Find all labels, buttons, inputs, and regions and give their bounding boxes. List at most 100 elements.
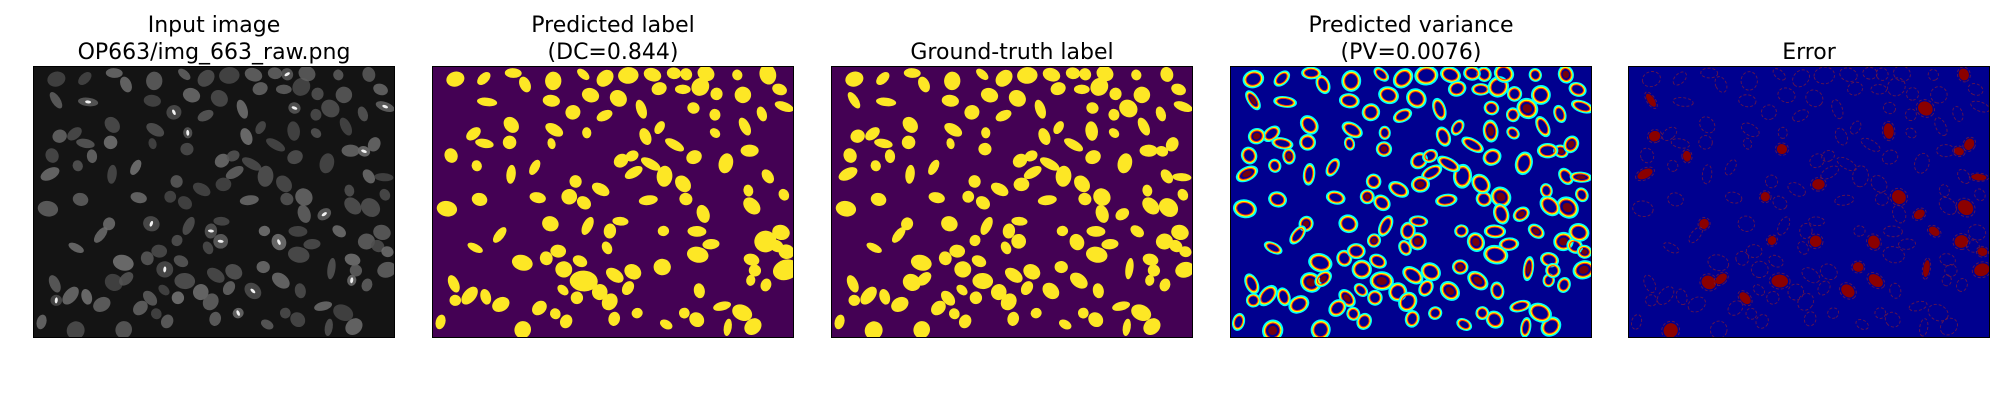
variance-ring <box>1485 151 1499 164</box>
nucleus <box>236 99 248 119</box>
ground-truth-nucleus <box>1020 281 1034 296</box>
nucleus <box>276 175 292 193</box>
variance-ring <box>1344 73 1359 89</box>
variance-ring <box>1437 128 1450 146</box>
variance-ring <box>1423 265 1439 279</box>
ground-truth-nucleus <box>980 87 999 103</box>
predicted-nucleus <box>713 301 732 311</box>
error-outline <box>1792 109 1809 122</box>
variance-ring <box>1429 307 1441 319</box>
ground-truth-nucleus <box>976 68 989 81</box>
ground-truth-nucleus <box>1155 145 1169 157</box>
error-outline <box>1897 238 1916 250</box>
ground-truth-nucleus <box>1039 157 1060 171</box>
error-blob <box>1648 130 1661 142</box>
error-blob <box>1760 191 1770 202</box>
variance-ring <box>1576 188 1588 201</box>
variance-ring <box>1577 189 1587 200</box>
variance-ring <box>1488 313 1502 327</box>
variance-ring <box>1524 259 1533 278</box>
bright-spot <box>149 220 154 227</box>
ground-truth-nucleus <box>901 217 914 231</box>
variance-ring <box>1341 217 1356 231</box>
error-outline <box>1799 223 1813 239</box>
error-outline <box>1836 156 1857 172</box>
variance-ring <box>1530 225 1543 237</box>
nucleus <box>103 217 116 231</box>
variance-ring <box>1301 136 1314 149</box>
variance-ring <box>1310 319 1331 337</box>
variance-ring <box>1468 272 1487 289</box>
nucleus <box>319 153 335 174</box>
variance-ring <box>1419 280 1433 296</box>
error-outline <box>1914 152 1930 174</box>
variance-ring <box>1260 287 1275 304</box>
panel-error: Error <box>1628 0 1990 400</box>
predicted-nucleus <box>603 223 617 239</box>
error-outline <box>1699 116 1716 134</box>
error-outline <box>1738 94 1757 108</box>
ground-truth-nucleus <box>944 71 961 91</box>
variance-ring <box>1517 154 1531 172</box>
bright-spot <box>236 310 240 316</box>
error-outline <box>1737 215 1756 232</box>
nucleus <box>373 224 391 241</box>
variance-ring <box>1315 271 1331 286</box>
variance-ring <box>1348 244 1365 258</box>
variance-ring <box>1341 69 1362 92</box>
ground-truth-nucleus <box>1122 318 1131 337</box>
variance-ring <box>1304 164 1315 184</box>
variance-ring <box>1236 202 1254 216</box>
error-outline <box>1870 84 1888 95</box>
variance-ring <box>1536 117 1550 136</box>
variance-ring <box>1369 271 1394 291</box>
variance-ring <box>1468 233 1484 251</box>
error-outline <box>1908 300 1928 312</box>
nucleus <box>202 293 219 311</box>
variance-ring <box>1452 120 1464 135</box>
variance-blob <box>1517 211 1525 218</box>
ground-truth-nucleus <box>834 314 845 330</box>
variance-ring <box>1438 195 1455 205</box>
variance-blob <box>1416 180 1425 188</box>
error-outline <box>1936 144 1956 158</box>
variance-ring <box>1388 180 1410 198</box>
variance-ring <box>1514 207 1529 221</box>
variance-ring <box>1275 97 1296 107</box>
error-outline <box>1834 127 1848 146</box>
nucleus <box>292 77 311 96</box>
variance-blob <box>1557 148 1565 154</box>
predicted-nucleus <box>591 284 608 301</box>
error-outline <box>1760 104 1777 121</box>
ground-truth-nucleus <box>972 272 994 290</box>
title-line: Input image <box>147 13 281 38</box>
error-outline <box>1745 307 1758 320</box>
nucleus <box>68 242 84 254</box>
error-outline <box>1834 194 1855 206</box>
predicted-nucleus <box>477 71 491 86</box>
variance-ring <box>1395 110 1410 121</box>
error-outline <box>1714 76 1728 93</box>
variance-ring <box>1572 260 1591 280</box>
nucleus <box>257 165 274 187</box>
predicted-nucleus <box>723 318 732 337</box>
ground-truth-nucleus <box>1056 225 1069 237</box>
variance-ring <box>1493 67 1515 83</box>
variance-ring <box>1377 215 1394 237</box>
variance-ring <box>1493 189 1509 205</box>
ground-truth-nucleus <box>941 216 958 232</box>
predicted-nucleus <box>576 196 591 210</box>
variance-ring <box>1356 312 1372 330</box>
title-line: Ground-truth label <box>910 40 1114 65</box>
bright-spot <box>186 129 190 136</box>
variance-ring <box>1340 94 1358 107</box>
predicted-nucleus <box>557 284 569 296</box>
variance-ring <box>1249 129 1264 144</box>
error-outline <box>1745 244 1763 259</box>
variance-ring <box>1301 273 1320 291</box>
error-outline <box>1813 67 1835 85</box>
variance-ring <box>1317 77 1329 92</box>
predicted-nucleus <box>732 304 753 322</box>
error-outline <box>1930 86 1948 104</box>
nucleus <box>45 148 59 163</box>
